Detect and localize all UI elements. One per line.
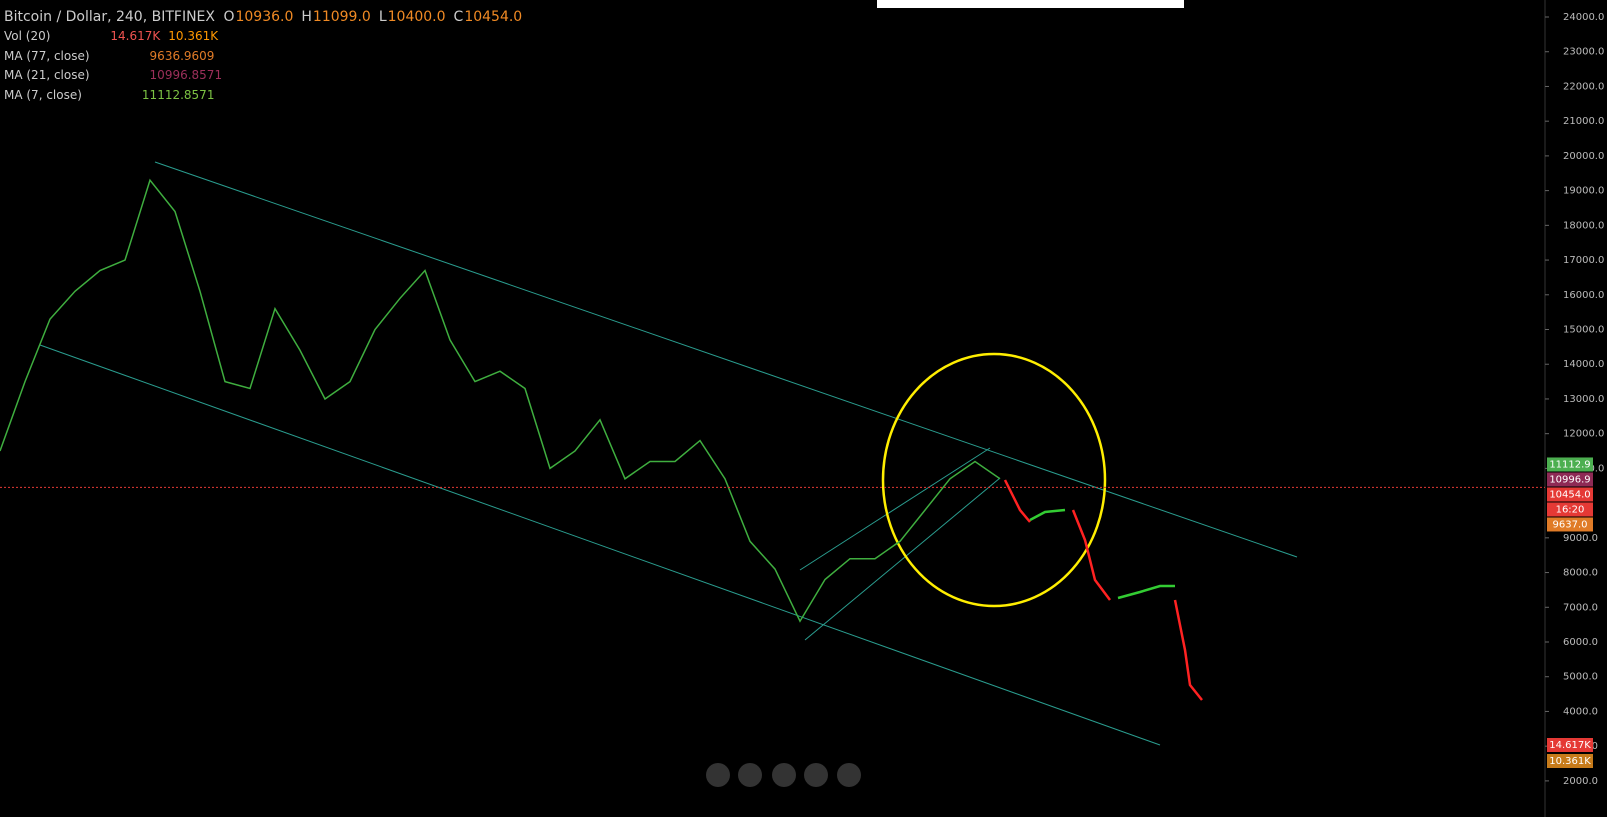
channel-small [804,477,1001,641]
price-tick-label: 16000.0 [1563,290,1604,301]
nav-button[interactable] [804,763,828,787]
ohlc-value: 10454.0 [464,9,523,25]
price-tick-label: 4000.0 [1563,706,1598,717]
price-tag: 9637.0 [1553,519,1588,530]
highlight-circle [881,352,1107,608]
ohlc-key: C [453,9,464,25]
ohlc-key: L [378,9,387,25]
price-tag: 10996.9 [1549,474,1590,485]
indicator-value: 14.617K [110,29,161,43]
price-tick-label: 21000.0 [1563,116,1604,127]
nav-button[interactable] [706,763,730,787]
price-tag-bg [1547,457,1593,472]
ohlc-value: 10400.0 [387,9,446,25]
projection-down [1173,599,1203,701]
price-tag: 11112.9 [1549,459,1590,470]
nav-button[interactable] [738,763,762,787]
price-line [0,178,1001,623]
price-tick-label: 7000.0 [1563,602,1598,613]
channel-small [799,447,991,571]
indicator-name: MA (77, close) [4,48,90,63]
nav-button[interactable] [772,763,796,787]
countdown-tag: 16:20 [1556,504,1585,515]
price-tick-label: 22000.0 [1563,81,1604,92]
price-tag-bg [1547,517,1593,532]
ohlc-key: H [301,9,312,25]
price-tick-label: 8000.0 [1563,568,1598,579]
price-tick-label: 13000.0 [1563,394,1604,405]
indicator-value: 10996.8571 [149,68,223,82]
price-tick-label: 24000.0 [1563,12,1604,23]
price-tag-bg [1547,487,1593,502]
price-tick-label: 12000.0 [1563,429,1604,440]
volume-tag-bg [1547,738,1593,752]
indicator-value: 11112.8571 [141,87,215,102]
price-tag-bg [1547,472,1593,487]
price-tick-label: 23000.0 [1563,47,1604,58]
price-tag: 10454.0 [1549,489,1590,500]
countdown-tag-bg [1547,502,1593,517]
price-tick-label: 19000.0 [1563,186,1604,197]
volume-tag: 14.617K [1549,740,1591,751]
price-tick-label: 18000.0 [1563,220,1604,231]
indicator-name: MA (7, close) [4,87,82,102]
volume-tag: 10.361K [1549,756,1591,767]
toolbar-box [877,0,1184,8]
price-tick-label: 5000.0 [1563,672,1598,683]
indicator-row: Vol (20) 14.617K 10.361K [4,29,226,43]
price-tick-label: 2000.0 [1563,776,1598,787]
ohlc-value: 10936.0 [235,9,294,25]
channel-top [154,161,1298,558]
price-tick-label: 17000.0 [1563,255,1604,266]
indicator-row: MA (7, close) 11112.8571 [4,88,222,102]
projection-down [1071,509,1111,601]
ohlc-key: O [223,9,235,25]
price-tick-label: 15000.0 [1563,325,1604,336]
projection-up [1117,584,1175,600]
ohlc-value: 11099.0 [312,9,371,25]
symbol[interactable]: Bitcoin / Dollar, 240, BITFINEX [4,9,215,25]
indicator-row: MA (21, close) 10996.8571 [4,68,230,82]
indicator-value: 9636.9609 [149,48,215,63]
projection-up [1029,508,1066,522]
price-tick-label: 20000.0 [1563,151,1604,162]
price-tick-label: 9000.0 [1563,533,1598,544]
indicator-name: MA (21, close) [4,68,90,82]
volume-tag-bg [1547,754,1593,768]
price-tick-label: 14000.0 [1563,359,1604,370]
price-tick-label: 6000.0 [1563,637,1598,648]
symbol-row: Bitcoin / Dollar, 240, BITFINEX O10936.0… [4,9,534,25]
nav-buttons [706,763,861,787]
indicator-value: 10.361K [168,29,219,43]
ohlc: O10936.0 H11099.0 L10400.0 C10454.0 [223,9,530,25]
indicator-row: MA (77, close) 9636.9609 [4,49,222,63]
nav-button[interactable] [837,763,861,787]
projection-down [1003,479,1031,523]
indicator-name: Vol (20) [4,29,51,43]
channel-bottom [39,344,1161,746]
